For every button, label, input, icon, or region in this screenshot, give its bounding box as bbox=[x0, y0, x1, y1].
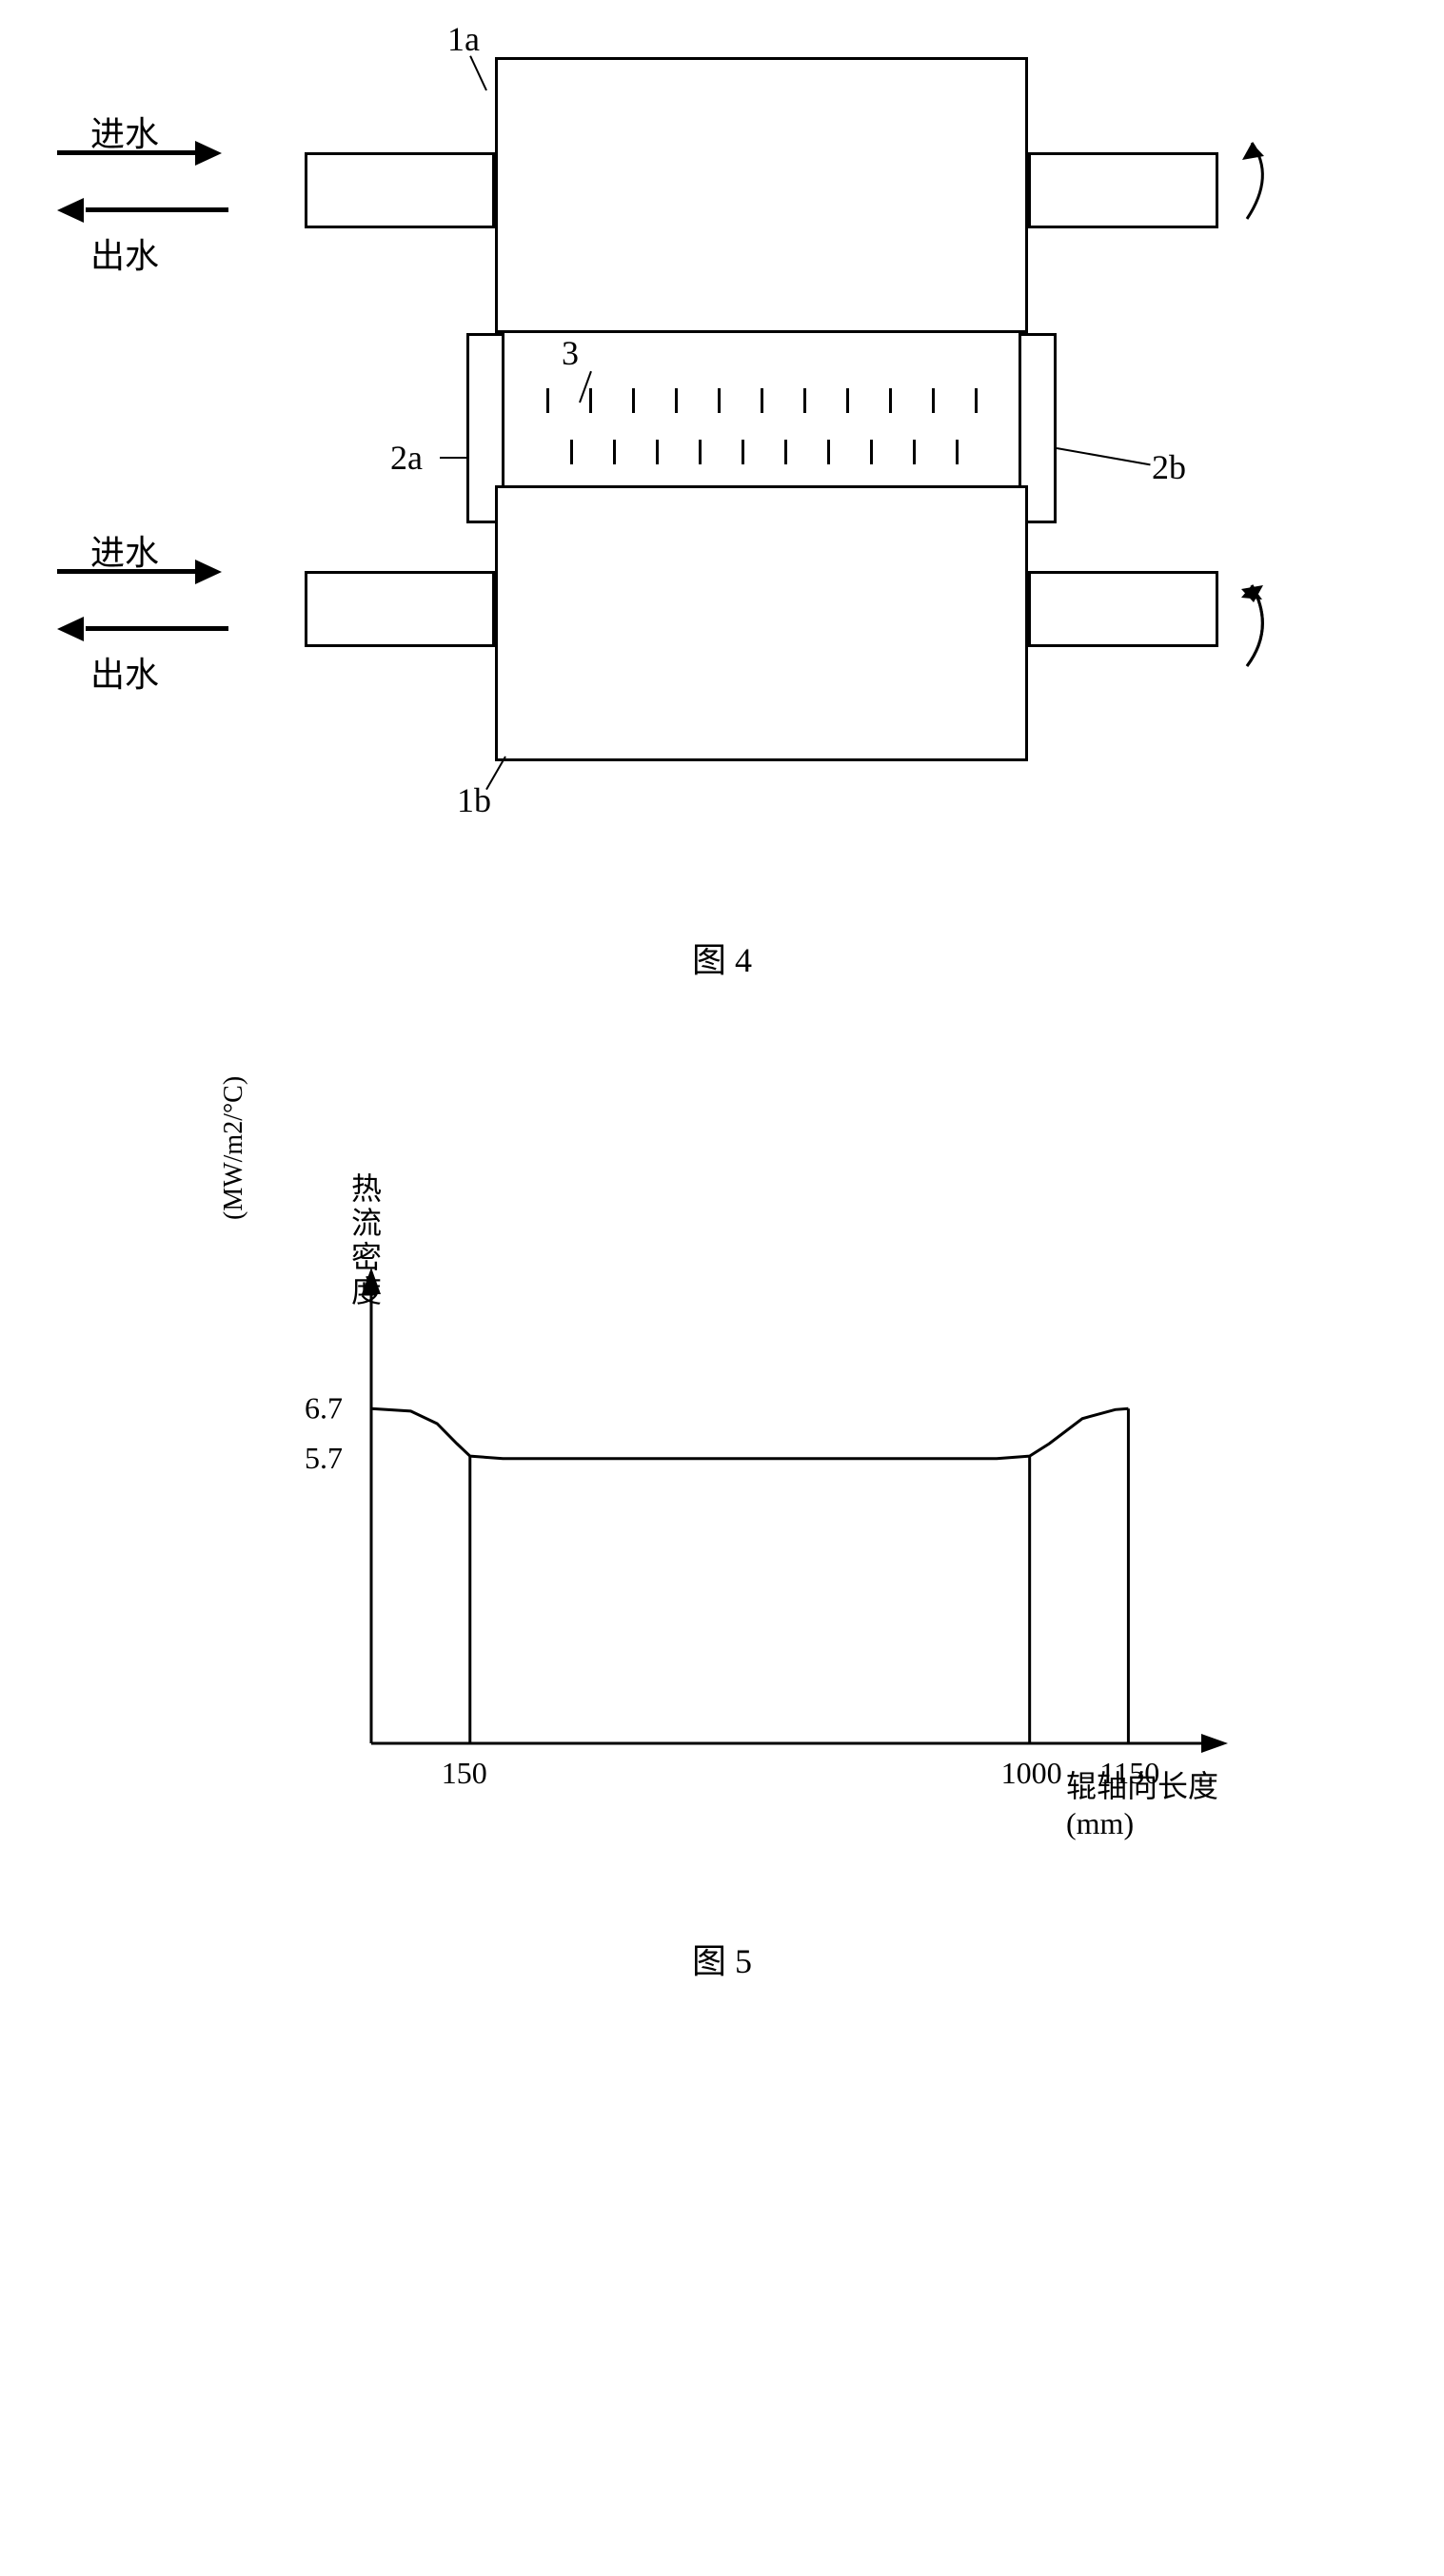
callout-2b: 2b bbox=[1152, 447, 1186, 487]
rotation-arrow-bottom-fix bbox=[1209, 571, 1285, 676]
leader-1a bbox=[469, 55, 487, 90]
arrow-in-bot-head bbox=[195, 560, 222, 584]
arrow-out-bot-head bbox=[57, 617, 84, 641]
label-in-bot: 进水 bbox=[90, 525, 159, 575]
svg-text:5.7: 5.7 bbox=[305, 1441, 343, 1475]
arrow-in-top-head bbox=[195, 141, 222, 166]
callout-1a: 1a bbox=[447, 19, 480, 59]
figure-4-caption: 图 4 bbox=[38, 933, 1406, 982]
roll-bottom bbox=[495, 485, 1028, 761]
figure-5-caption: 图 5 bbox=[38, 1934, 1406, 1983]
arrow-out-top bbox=[86, 207, 228, 212]
shaft-bottom-right bbox=[1028, 571, 1218, 647]
molten-pool bbox=[504, 371, 1019, 485]
svg-text:150: 150 bbox=[442, 1756, 487, 1790]
svg-text:6.7: 6.7 bbox=[305, 1390, 343, 1425]
leader-2a bbox=[440, 457, 468, 459]
figure-4: 进水 出水 进水 出水 1a 1b 2a 2b 3 bbox=[38, 38, 1406, 982]
y-axis-label: 热流密度 bbox=[343, 1172, 386, 1309]
shaft-top-right bbox=[1028, 152, 1218, 228]
arrow-out-bot bbox=[86, 626, 228, 631]
rotation-arrow-top bbox=[1209, 133, 1285, 238]
shaft-bottom-left bbox=[305, 571, 495, 647]
label-out-top: 出水 bbox=[90, 228, 159, 278]
label-out-bot: 出水 bbox=[90, 647, 159, 697]
x-axis-label: 辊轴向长度 (mm) bbox=[1066, 1762, 1276, 1841]
twin-roll-diagram: 进水 出水 进水 出水 1a 1b 2a 2b 3 bbox=[228, 38, 1276, 895]
figure-5: 6.75.715010001150 热流密度 (MW/m2/°C) 辊轴向长度 … bbox=[38, 1153, 1406, 1983]
y-axis-unit: (MW/m2/°C) bbox=[219, 1076, 249, 1220]
leader-2b bbox=[1057, 447, 1151, 465]
shaft-top-left bbox=[305, 152, 495, 228]
callout-2a: 2a bbox=[390, 438, 423, 478]
callout-3: 3 bbox=[562, 333, 579, 373]
heat-flux-chart: 6.75.715010001150 热流密度 (MW/m2/°C) 辊轴向长度 … bbox=[228, 1153, 1276, 1896]
roll-top bbox=[495, 57, 1028, 333]
arrow-out-top-head bbox=[57, 198, 84, 223]
svg-text:1000: 1000 bbox=[1001, 1756, 1062, 1790]
label-in-top: 进水 bbox=[90, 107, 159, 156]
